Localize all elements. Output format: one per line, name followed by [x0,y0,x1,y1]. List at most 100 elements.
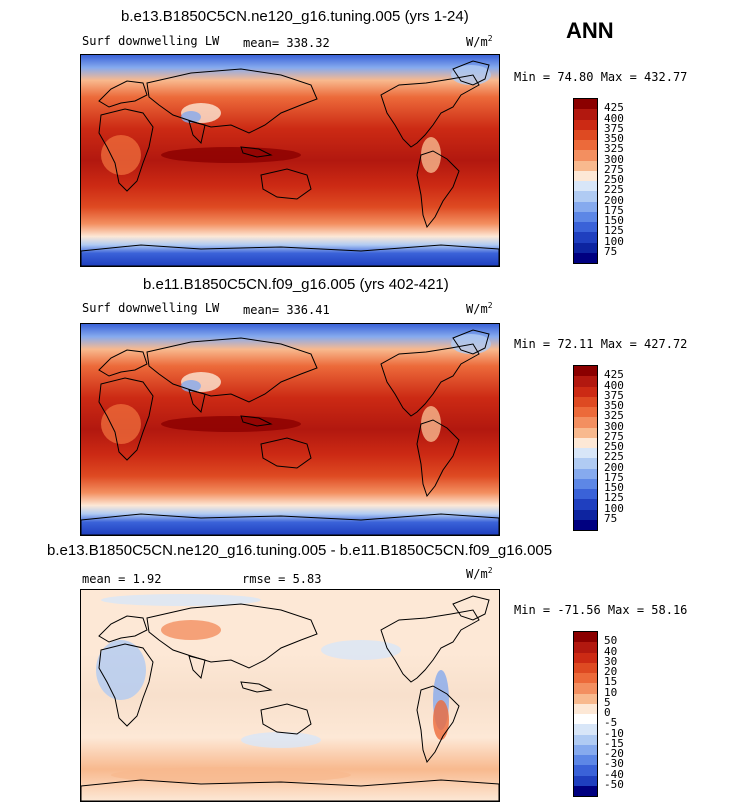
colorbar-segment [574,499,597,510]
coastline [98,377,154,461]
colorbar-tick-label: 175 [604,470,624,484]
colorbar-tick-label: 250 [604,173,624,186]
panel-1-minmax: Min = 74.80 Max = 432.77 [514,70,688,84]
panel-1-colorbar [573,98,598,264]
field-feature [101,594,261,606]
colorbar-segment [574,211,597,222]
colorbar-tick-label: 250 [604,440,624,453]
colorbar-segment [574,673,597,684]
colorbar-segment [574,468,597,479]
panel-1-variable-label: Surf downwelling LW [82,34,220,48]
field-feature [161,147,301,163]
colorbar-segment [574,652,597,663]
colorbar-segment [574,417,597,428]
colorbar-segment [574,642,597,653]
colorbar-segment [574,191,597,202]
colorbar-tick-label: -30 [604,757,624,771]
panel-1-map [80,54,500,267]
coastline [240,681,273,693]
colorbar-tick-label: -5 [604,716,618,730]
coastline [380,74,480,148]
coastline [260,168,312,200]
colorbar-segment [574,252,597,263]
coastline [81,513,499,535]
colorbar-tick-label: 75 [604,511,618,525]
colorbar-segment [574,683,597,694]
colorbar-tick-label: 225 [604,183,624,197]
colorbar-tick-label: 125 [604,491,624,505]
colorbar-tick-label: 175 [604,203,624,217]
colorbar-tick-label: 150 [604,214,624,227]
colorbar-tick-label: 125 [604,224,624,238]
field-feature [111,767,351,783]
colorbar-segment [574,150,597,161]
colorbar-segment [574,765,597,776]
map-field-svg [81,324,499,535]
colorbar-segment [574,458,597,469]
colorbar-segment [574,703,597,714]
colorbar-segment [574,386,597,397]
colorbar-segment [574,376,597,387]
map-field-svg [81,590,499,801]
colorbar-tick-label: 100 [604,501,624,515]
colorbar-tick-label: 150 [604,481,624,494]
colorbar-tick-label: 425 [604,368,624,382]
coastline [188,389,206,413]
coastline [452,595,490,621]
colorbar-segment [574,448,597,459]
field-feature [241,732,321,748]
colorbar-segment [574,693,597,704]
coastline [98,643,154,727]
colorbar-segment [574,632,597,643]
colorbar-segment [574,99,597,110]
colorbar-segment [574,775,597,786]
panel-2-minmax: Min = 72.11 Max = 427.72 [514,337,688,351]
colorbar-tick-label: -40 [604,767,624,781]
coastline [260,703,312,735]
panel-2-variable-label: Surf downwelling LW [82,301,220,315]
colorbar-segment [574,396,597,407]
colorbar-segment [574,222,597,233]
colorbar-segment [574,724,597,735]
colorbar-segment [574,170,597,181]
colorbar-segment [574,129,597,140]
panel-3-map [80,589,500,802]
coastline [452,329,490,355]
field-feature [161,620,221,640]
colorbar-tick-label: 75 [604,244,618,258]
coastline [81,244,499,266]
colorbar-tick-label: 325 [604,142,624,156]
colorbar-segment [574,242,597,253]
panel-3-rmse: rmse = 5.83 [242,572,322,586]
colorbar-segment [574,519,597,530]
colorbar-tick-label: 350 [604,132,624,145]
colorbar-tick-label: 50 [604,634,618,648]
colorbar-tick-label: 10 [604,685,618,699]
colorbar-tick-label: 0 [604,706,611,719]
colorbar-segment [574,744,597,755]
colorbar-tick-label: 375 [604,388,624,402]
field-feature [433,700,449,740]
coastline [380,609,480,683]
colorbar-segment [574,489,597,500]
panel-3-units: W/m2 [466,566,493,581]
panel-3-mean: mean = 1.92 [82,572,162,586]
colorbar-tick-label: 275 [604,429,624,443]
coastline [452,60,490,86]
colorbar-tick-label: 300 [604,419,624,433]
coastline [146,68,318,134]
panel-3-minmax: Min = -71.56 Max = 58.16 [514,603,688,617]
colorbar-segment [574,714,597,725]
colorbar-segment [574,437,597,448]
colorbar-tick-label: 30 [604,654,618,668]
colorbar-segment [574,232,597,243]
coastline [146,603,318,669]
coastline [81,779,499,801]
panel-2-mean: mean= 336.41 [243,303,330,317]
field-feature [181,380,201,392]
field-feature [421,137,441,173]
coastline [146,337,318,403]
colorbar-segment [574,509,597,520]
colorbar-tick-label: 275 [604,162,624,176]
panel-3-title: b.e13.B1850C5CN.ne120_g16.tuning.005 - b… [47,542,553,559]
